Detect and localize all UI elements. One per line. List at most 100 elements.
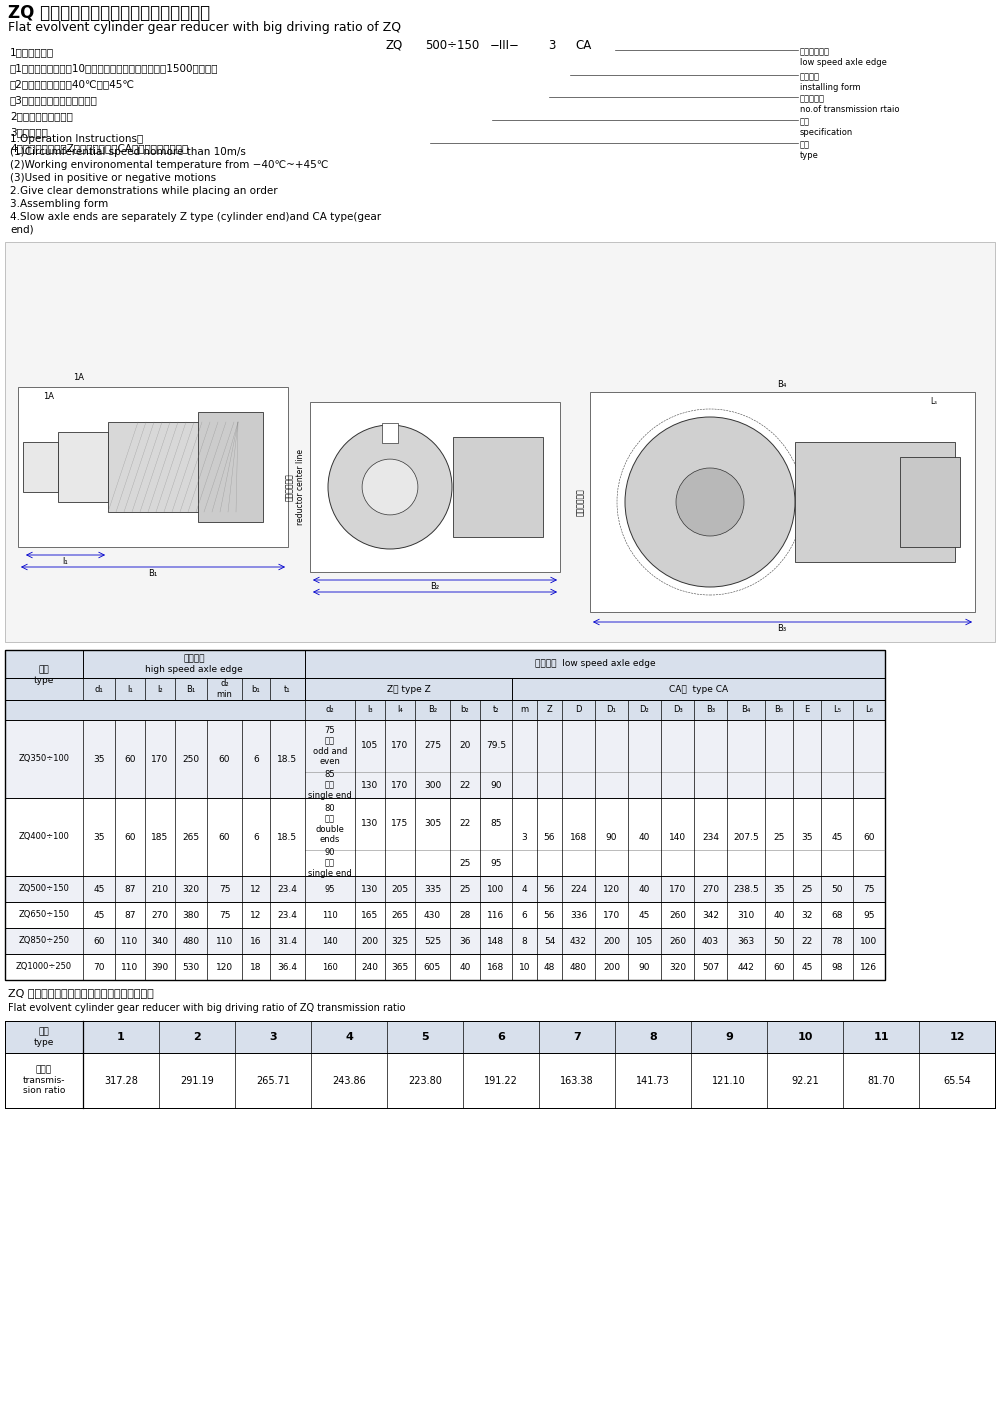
Text: l₁: l₁: [127, 684, 133, 694]
Bar: [5, 953, 885, 980]
Text: 18.5: 18.5: [277, 754, 298, 764]
Text: 2．订货时标注示例：: 2．订货时标注示例：: [10, 111, 73, 121]
Text: 75: 75: [219, 885, 230, 893]
Text: 低速轴端型式: 低速轴端型式: [800, 48, 830, 56]
Text: 45: 45: [801, 963, 813, 972]
Text: 型号: 型号: [800, 140, 810, 149]
Text: 22: 22: [459, 781, 471, 789]
Text: 90: 90: [490, 781, 502, 789]
Text: 95: 95: [863, 910, 875, 920]
Text: L₅: L₅: [833, 705, 841, 715]
Text: 45: 45: [639, 910, 650, 920]
Text: 126: 126: [860, 963, 878, 972]
Text: ZQ350÷100: ZQ350÷100: [18, 754, 70, 764]
Text: 210: 210: [151, 885, 169, 893]
Text: 185: 185: [151, 833, 169, 841]
Text: 规格: 规格: [800, 116, 810, 126]
Text: 32: 32: [801, 910, 813, 920]
Text: 90: 90: [606, 833, 617, 841]
Text: 40: 40: [639, 885, 650, 893]
Bar: [5, 1053, 995, 1108]
Text: 博山机械进出口机械有限公司: 博山机械进出口机械有限公司: [272, 823, 728, 880]
Text: 31.4: 31.4: [278, 937, 298, 945]
Text: 260: 260: [669, 910, 686, 920]
Text: 传动比
transmis-
sion ratio: 传动比 transmis- sion ratio: [23, 1066, 65, 1095]
Text: (2)Working environomental temperature from −40℃~+45℃: (2)Working environomental temperature fr…: [10, 160, 328, 170]
Bar: [382, 423, 398, 443]
Text: 191.22: 191.22: [484, 1075, 518, 1085]
Text: 36.4: 36.4: [278, 963, 298, 972]
Text: ZQ650÷150: ZQ650÷150: [18, 910, 70, 920]
Text: 减速机中心线
reductor center line: 减速机中心线 reductor center line: [285, 449, 305, 524]
Text: 25: 25: [801, 885, 813, 893]
Text: 1: 1: [117, 1032, 125, 1042]
Bar: [5, 721, 885, 798]
Text: 110: 110: [322, 910, 338, 920]
Text: 9: 9: [725, 1032, 733, 1042]
Text: 1A: 1A: [73, 373, 84, 381]
Text: 170: 170: [391, 781, 409, 789]
Text: 60: 60: [863, 833, 875, 841]
Text: ZQ1000÷250: ZQ1000÷250: [16, 963, 72, 972]
Text: 170: 170: [151, 754, 169, 764]
Text: 403: 403: [702, 937, 719, 945]
Text: 型号
type: 型号 type: [34, 666, 54, 684]
Text: D₃: D₃: [673, 705, 682, 715]
Text: 342: 342: [702, 910, 719, 920]
Text: 363: 363: [737, 937, 755, 945]
Text: 81.70: 81.70: [867, 1075, 895, 1085]
Text: 1．选用说明：: 1．选用说明：: [10, 48, 54, 57]
Text: 336: 336: [570, 910, 587, 920]
Circle shape: [676, 468, 744, 536]
Text: 1A: 1A: [43, 393, 54, 401]
Text: 160: 160: [322, 963, 338, 972]
Text: 340: 340: [151, 937, 169, 945]
Text: 320: 320: [669, 963, 686, 972]
Text: 10: 10: [519, 963, 530, 972]
Text: 50: 50: [773, 937, 785, 945]
Text: installing form: installing form: [800, 83, 861, 93]
Text: no.of transmission rtaio: no.of transmission rtaio: [800, 105, 900, 114]
Text: 35: 35: [773, 885, 785, 893]
Text: 121.10: 121.10: [712, 1075, 746, 1085]
Text: 6: 6: [253, 833, 259, 841]
Text: 45: 45: [93, 910, 105, 920]
Text: （2）工作环境温度－40℃～＋45℃: （2）工作环境温度－40℃～＋45℃: [10, 79, 135, 88]
Text: 140: 140: [669, 833, 686, 841]
Text: 85: 85: [490, 820, 502, 829]
Text: 40: 40: [773, 910, 785, 920]
Text: 170: 170: [669, 885, 686, 893]
Text: Lₛ: Lₛ: [930, 397, 937, 407]
Bar: [5, 876, 885, 901]
Text: 100: 100: [487, 885, 505, 893]
Text: 48: 48: [544, 963, 555, 972]
Text: 36: 36: [459, 937, 471, 945]
Text: 98: 98: [831, 963, 843, 972]
Text: 234: 234: [702, 833, 719, 841]
Text: 8: 8: [522, 937, 527, 945]
Bar: [453, 437, 543, 537]
Text: B₄: B₄: [777, 380, 787, 388]
Text: b₁: b₁: [252, 684, 260, 694]
Text: 110: 110: [121, 937, 139, 945]
Text: 75: 75: [863, 885, 875, 893]
Text: 165: 165: [361, 910, 379, 920]
Text: 310: 310: [737, 910, 755, 920]
Text: 60: 60: [124, 833, 136, 841]
Text: 56: 56: [544, 885, 555, 893]
Text: B₄: B₄: [741, 705, 751, 715]
Text: 380: 380: [182, 910, 200, 920]
Text: CA型  type CA: CA型 type CA: [669, 684, 728, 694]
Text: 390: 390: [151, 963, 169, 972]
Text: (3)Used in positive or negative motions: (3)Used in positive or negative motions: [10, 172, 216, 184]
Text: 3: 3: [522, 833, 527, 841]
Text: 240: 240: [362, 963, 378, 972]
Text: ZQ850÷250: ZQ850÷250: [18, 937, 70, 945]
Text: 250: 250: [182, 754, 200, 764]
Text: 23.4: 23.4: [278, 910, 297, 920]
Text: 480: 480: [570, 963, 587, 972]
Text: l₁: l₁: [62, 557, 68, 566]
Text: type: type: [800, 151, 819, 160]
Text: 11: 11: [873, 1032, 889, 1042]
Text: 25: 25: [773, 833, 785, 841]
